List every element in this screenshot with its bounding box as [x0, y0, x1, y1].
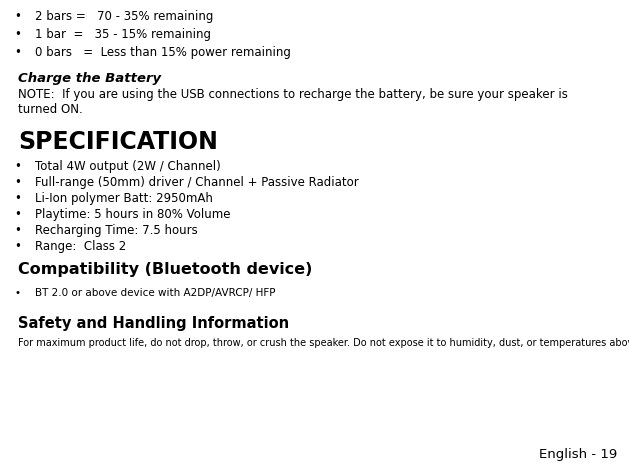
- Text: •: •: [14, 288, 20, 298]
- Text: 0 bars   =  Less than 15% power remaining: 0 bars = Less than 15% power remaining: [35, 46, 291, 59]
- Text: •: •: [14, 160, 21, 173]
- Text: •: •: [14, 176, 21, 189]
- Text: English - 19: English - 19: [539, 448, 617, 461]
- Text: Recharging Time: 7.5 hours: Recharging Time: 7.5 hours: [35, 224, 198, 237]
- Text: For maximum product life, do not drop, throw, or crush the speaker. Do not expos: For maximum product life, do not drop, t…: [18, 338, 629, 348]
- Text: NOTE:  If you are using the USB connections to recharge the battery, be sure you: NOTE: If you are using the USB connectio…: [18, 88, 568, 101]
- Text: •: •: [14, 240, 21, 253]
- Text: turned ON.: turned ON.: [18, 103, 83, 116]
- Text: 1 bar  =   35 - 15% remaining: 1 bar = 35 - 15% remaining: [35, 28, 211, 41]
- Text: •: •: [14, 208, 21, 221]
- Text: Charge the Battery: Charge the Battery: [18, 72, 161, 85]
- Text: Compatibility (Bluetooth device): Compatibility (Bluetooth device): [18, 262, 313, 277]
- Text: •: •: [14, 192, 21, 205]
- Text: Safety and Handling Information: Safety and Handling Information: [18, 316, 289, 331]
- Text: SPECIFICATION: SPECIFICATION: [18, 130, 218, 154]
- Text: •: •: [14, 224, 21, 237]
- Text: BT 2.0 or above device with A2DP/AVRCP/ HFP: BT 2.0 or above device with A2DP/AVRCP/ …: [35, 288, 276, 298]
- Text: •: •: [14, 10, 21, 23]
- Text: Total 4W output (2W / Channel): Total 4W output (2W / Channel): [35, 160, 221, 173]
- Text: Li-Ion polymer Batt: 2950mAh: Li-Ion polymer Batt: 2950mAh: [35, 192, 213, 205]
- Text: Range:  Class 2: Range: Class 2: [35, 240, 126, 253]
- Text: Playtime: 5 hours in 80% Volume: Playtime: 5 hours in 80% Volume: [35, 208, 230, 221]
- Text: •: •: [14, 46, 21, 59]
- Text: Full-range (50mm) driver / Channel + Passive Radiator: Full-range (50mm) driver / Channel + Pas…: [35, 176, 359, 189]
- Text: •: •: [14, 28, 21, 41]
- Text: 2 bars =   70 - 35% remaining: 2 bars = 70 - 35% remaining: [35, 10, 213, 23]
